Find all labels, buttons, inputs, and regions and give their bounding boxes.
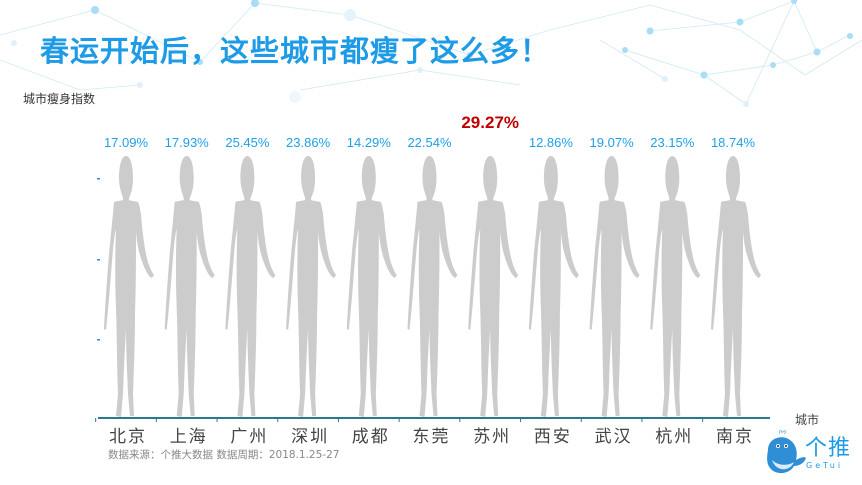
category-label: 广州 (230, 427, 269, 447)
value-label: 23.15% (650, 135, 695, 150)
x-axis-label: 城市 (795, 413, 820, 427)
getui-whale-logo-icon (767, 430, 806, 474)
category-label: 北京 (109, 427, 147, 447)
value-label: 17.09% (103, 135, 149, 150)
value-label: 17.93% (164, 135, 209, 150)
value-label: 25.45% (225, 135, 270, 150)
figure-silhouette (225, 156, 276, 417)
figure-silhouette (164, 156, 215, 417)
category-label: 深圳 (291, 427, 330, 447)
figure-silhouette (589, 156, 640, 417)
figure-silhouette (286, 156, 337, 417)
figure-silhouette (650, 156, 701, 417)
data-source-note: 数据来源：个推大数据 数据周期：2018.1.25-27 (108, 449, 340, 461)
figure-silhouette (104, 156, 154, 417)
value-label: 29.27% (461, 113, 520, 132)
figure-silhouette (711, 156, 761, 417)
category-label: 东莞 (412, 427, 451, 447)
x-ticks (95, 418, 704, 422)
value-label: 19.07% (589, 135, 634, 150)
category-label: 苏州 (473, 427, 512, 447)
category-label: 成都 (351, 427, 390, 447)
figure-silhouette (468, 156, 519, 417)
network-background (0, 0, 862, 107)
category-label: 武汉 (594, 427, 633, 447)
figure-silhouette (407, 156, 458, 417)
y-ticks (97, 178, 100, 341)
figure-group (104, 156, 761, 417)
value-label: 23.86% (286, 135, 331, 150)
figure-silhouette (528, 156, 579, 417)
category-label: 上海 (169, 427, 208, 447)
figure-silhouette (346, 156, 397, 417)
value-label: 18.74% (710, 135, 756, 150)
category-label: 西安 (533, 427, 572, 447)
value-label: 22.54% (407, 135, 452, 150)
logo-subtitle: GeTui (806, 461, 844, 470)
value-label: 14.29% (346, 135, 391, 150)
logo-name: 个推 (805, 436, 852, 461)
category-label: 杭州 (655, 427, 694, 447)
y-axis-label: 城市瘦身指数 (23, 92, 96, 106)
page-title: 春运开始后，这些城市都瘦了这么多！ (40, 34, 551, 68)
category-label: 南京 (716, 427, 754, 447)
value-label: 12.86% (528, 135, 573, 150)
